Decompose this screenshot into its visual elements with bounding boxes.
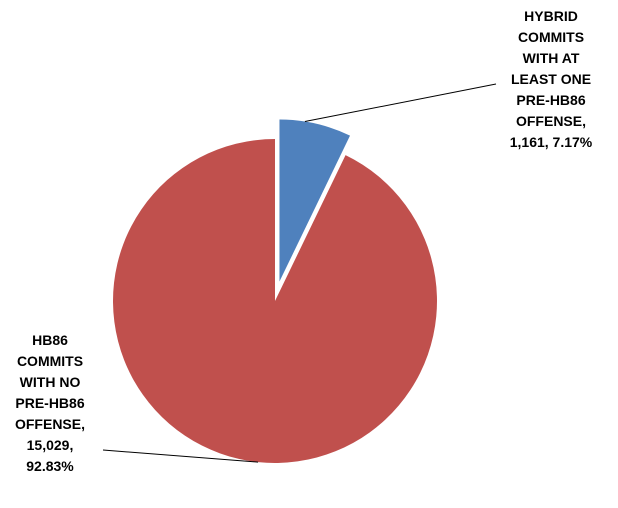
data-label-hb86-commits: HB86 COMMITS WITH NO PRE-HB86 OFFENSE, 1… — [14, 332, 85, 474]
slice-hb86-commits — [112, 139, 438, 464]
data-label-hybrid-commits: HYBRID COMMITS WITH AT LEAST ONE PRE-HB8… — [509, 8, 593, 150]
slice-hybrid-commits — [279, 119, 351, 282]
leader-line-hb86-commits — [102, 449, 259, 463]
leader-lines — [102, 83, 497, 463]
pie-slices — [112, 119, 438, 464]
leader-line-hybrid-commits — [304, 83, 497, 123]
